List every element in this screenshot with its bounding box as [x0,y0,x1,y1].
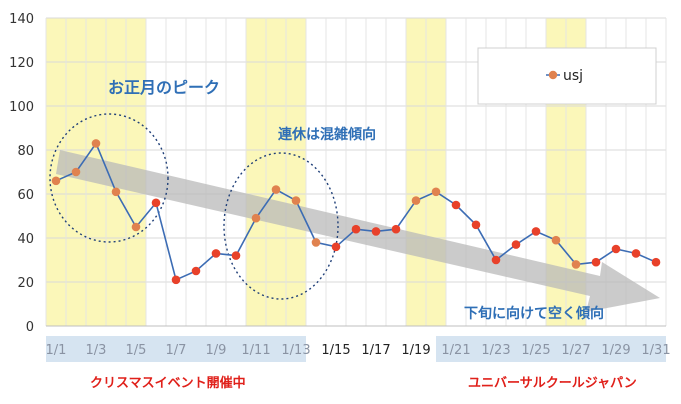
data-point [611,244,621,254]
x-axis-ticks: 1/1 1/3 1/5 1/7 1/9 1/11 1/13 1/15 1/17 1/19 1/21 1… [46,343,671,358]
annotation-ellipses [49,113,339,300]
data-point [71,167,81,177]
data-point [171,275,181,285]
data-point [471,220,481,230]
x-tick-label: 1/3 [86,343,107,358]
x-tick-label: 1/31 [641,343,670,358]
annotation-new-year-peak: お正月のピーク [108,78,220,97]
legend-box [477,47,657,105]
y-tick-label: 120 [9,56,34,71]
data-point [331,242,341,252]
data-point [51,176,61,186]
annotation-trend-down: 下旬に向けて空く傾向 [464,305,604,322]
data-point [591,257,601,267]
y-axis-ticks: 0 20 40 60 80 100 120 140 [9,12,34,335]
data-point [391,224,401,234]
holiday-ellipse [223,152,339,300]
y-tick-label: 140 [9,12,34,27]
x-tick-band [46,336,306,362]
annotation-holiday-peak: 連休は混雑傾向 [278,126,376,143]
data-point [191,266,201,276]
data-point [431,187,441,197]
y-tick-label: 0 [26,320,34,335]
x-tick-label: 1/7 [166,343,187,358]
footer-right-label: ユニバーサルクールジャパン [468,376,637,391]
data-point [651,257,661,267]
x-tick-label: 1/15 [321,343,350,358]
x-tick-label: 1/5 [126,343,147,358]
y-tick-label: 40 [17,232,34,247]
y-tick-label: 20 [17,276,34,291]
data-point [571,260,581,269]
data-point [551,235,561,245]
footer-left-label: クリスマスイベント開催中 [90,376,246,391]
series-usj [51,139,661,285]
legend-label: usj [563,68,583,84]
data-point [231,251,241,260]
data-point [311,238,321,247]
y-tick-label: 80 [17,144,34,159]
x-tick-label: 1/11 [241,343,270,358]
x-tick-label: 1/19 [401,343,430,358]
data-point [491,255,501,265]
x-tick-label: 1/25 [521,343,550,358]
highlight-band [246,18,306,326]
new-year-ellipse [49,113,169,243]
grid [45,17,667,327]
x-tick-bands [46,336,666,362]
data-point [291,196,301,205]
data-point [91,139,101,148]
data-point [251,213,261,223]
data-point [511,240,521,249]
legend-marker [548,70,558,80]
data-point [111,187,121,197]
data-point [531,227,541,236]
data-point [151,198,161,208]
legend: usj [477,47,657,105]
data-point [411,196,421,205]
x-tick-label: 1/9 [206,343,227,358]
x-tick-label: 1/1 [46,343,67,358]
y-tick-label: 60 [17,188,34,203]
data-point [351,224,361,234]
x-tick-label: 1/29 [601,343,630,358]
x-tick-label: 1/17 [361,343,390,358]
data-point [371,227,381,236]
x-tick-label: 1/27 [561,343,590,358]
data-point [131,222,141,232]
data-point [271,185,281,194]
y-tick-label: 100 [9,100,34,115]
data-point [631,249,641,258]
x-tick-band [436,336,666,362]
data-point [211,249,221,258]
x-tick-label: 1/13 [281,343,310,358]
x-tick-label: 1/21 [441,343,470,358]
x-tick-label: 1/23 [481,343,510,358]
data-point [451,200,461,210]
